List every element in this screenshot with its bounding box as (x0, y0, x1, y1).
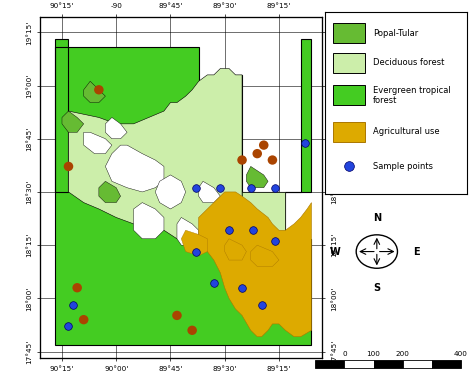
Text: Sample points: Sample points (373, 162, 433, 171)
Circle shape (94, 85, 104, 94)
Text: 400: 400 (454, 351, 468, 357)
Polygon shape (62, 111, 84, 132)
Bar (432, 360, 461, 368)
Text: 200: 200 (396, 351, 410, 357)
Text: 100: 100 (366, 351, 381, 357)
Polygon shape (155, 175, 186, 209)
Bar (403, 360, 432, 368)
Polygon shape (246, 166, 268, 188)
Polygon shape (242, 192, 285, 239)
Polygon shape (105, 145, 164, 192)
Circle shape (64, 162, 73, 171)
Polygon shape (99, 181, 120, 202)
Text: S: S (373, 283, 381, 293)
Bar (345, 360, 374, 368)
Bar (333, 85, 365, 105)
Polygon shape (55, 39, 311, 345)
Polygon shape (84, 81, 105, 103)
Text: 0: 0 (342, 351, 346, 357)
Text: E: E (413, 247, 419, 257)
Text: Evergreen tropical
forest: Evergreen tropical forest (373, 86, 451, 105)
Polygon shape (199, 192, 311, 337)
Polygon shape (199, 181, 220, 202)
Circle shape (172, 311, 182, 320)
Circle shape (356, 235, 398, 268)
Circle shape (237, 155, 247, 165)
Bar (333, 24, 365, 43)
Polygon shape (134, 202, 164, 239)
Polygon shape (251, 245, 279, 266)
Circle shape (73, 283, 82, 293)
Circle shape (79, 315, 89, 324)
Circle shape (259, 140, 268, 150)
Polygon shape (105, 117, 127, 139)
Text: N: N (373, 213, 381, 223)
Polygon shape (84, 132, 112, 154)
Text: Agricultural use: Agricultural use (373, 127, 440, 136)
Polygon shape (69, 47, 242, 239)
Polygon shape (177, 217, 199, 245)
Circle shape (187, 325, 197, 335)
Polygon shape (182, 230, 207, 256)
Circle shape (253, 149, 262, 158)
Bar (374, 360, 403, 368)
Bar (315, 360, 345, 368)
Text: W: W (330, 247, 341, 257)
Bar (333, 122, 365, 142)
Bar (333, 53, 365, 72)
Text: Deciduous forest: Deciduous forest (373, 58, 445, 67)
Circle shape (268, 155, 277, 165)
Polygon shape (225, 239, 246, 260)
Text: Popal-Tular: Popal-Tular (373, 29, 418, 38)
